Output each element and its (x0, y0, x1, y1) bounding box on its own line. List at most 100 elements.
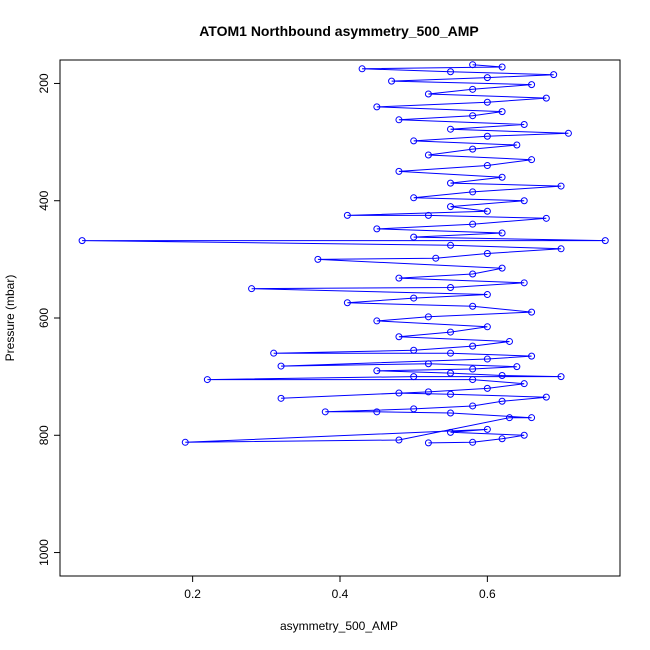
data-point (469, 61, 477, 69)
data-point (469, 365, 477, 373)
data-point (528, 414, 536, 422)
data-point (520, 431, 528, 439)
x-axis: 0.2 0.4 0.6 (184, 576, 496, 601)
y-axis: 200 400 600 800 1000 (37, 73, 60, 566)
data-point (447, 125, 455, 133)
data-point (373, 408, 381, 416)
data-point (373, 317, 381, 325)
data-point (395, 116, 403, 124)
data-point (520, 380, 528, 388)
data-point (410, 373, 418, 381)
data-point (528, 156, 536, 164)
data-point (314, 255, 322, 263)
data-point (483, 98, 491, 106)
data-point (373, 103, 381, 111)
data-point (520, 279, 528, 287)
data-point (447, 328, 455, 336)
data-point (395, 274, 403, 282)
data-point (447, 68, 455, 76)
data-point (321, 408, 329, 416)
data-point (483, 162, 491, 170)
x-tick-label: 0.6 (479, 587, 496, 601)
data-point (520, 197, 528, 205)
data-point (395, 436, 403, 444)
plot-frame (59, 59, 621, 577)
data-point (373, 367, 381, 375)
data-point (557, 245, 565, 253)
data-point (469, 145, 477, 153)
data-point (483, 132, 491, 140)
x-tick-label: 0.2 (184, 587, 201, 601)
data-point (601, 237, 609, 245)
data-point (388, 77, 396, 85)
data-point (447, 284, 455, 292)
data-point (343, 299, 351, 307)
data-point (410, 137, 418, 145)
data-point (424, 360, 432, 368)
data-point (424, 388, 432, 396)
data-point (447, 390, 455, 398)
data-point (424, 439, 432, 447)
series-line (82, 64, 606, 444)
data-point (78, 237, 86, 245)
data-point (469, 342, 477, 350)
data-point (469, 220, 477, 228)
data-point (343, 211, 351, 219)
data-point (447, 203, 455, 211)
data-point (395, 333, 403, 341)
data-point (557, 182, 565, 190)
x-axis-label: asymmetry_500_AMP (280, 619, 398, 633)
data-point (528, 81, 536, 89)
chart-title: ATOM1 Northbound asymmetry_500_AMP (199, 23, 479, 39)
data-point (469, 112, 477, 120)
data-point (513, 363, 521, 371)
data-point (542, 94, 550, 102)
data-point (483, 384, 491, 392)
data-point (447, 428, 455, 436)
data-point (483, 323, 491, 331)
y-axis-label: Pressure (mbar) (3, 275, 17, 362)
data-point (358, 65, 366, 73)
data-point (447, 241, 455, 249)
data-point (424, 313, 432, 321)
y-tick-label: 200 (37, 73, 51, 93)
data-point (277, 394, 285, 402)
data-point (410, 233, 418, 241)
y-tick-label: 400 (37, 190, 51, 210)
data-point (505, 414, 513, 422)
data-point (432, 254, 440, 262)
data-point (248, 285, 256, 293)
x-tick-label: 0.4 (332, 587, 349, 601)
data-point (424, 151, 432, 159)
data-point (483, 250, 491, 257)
data-point (395, 167, 403, 175)
data-point (270, 349, 278, 357)
data-point (557, 373, 565, 381)
data-point (469, 438, 477, 446)
data-point (528, 352, 536, 360)
data-point (469, 85, 477, 93)
data-point (550, 71, 558, 79)
data-point (542, 214, 550, 222)
y-tick-label: 600 (37, 308, 51, 328)
data-point (483, 425, 491, 433)
data-point (410, 346, 418, 354)
data-point (447, 409, 455, 417)
data-point (469, 302, 477, 310)
data-point (373, 225, 381, 233)
data-point (520, 121, 528, 128)
data-point (469, 376, 477, 384)
data-point (483, 291, 491, 299)
data-point (498, 397, 506, 405)
data-point (469, 188, 477, 196)
data-point (483, 355, 491, 363)
data-point (277, 362, 285, 370)
data-point (505, 337, 513, 345)
data-point (498, 173, 506, 181)
data-point (469, 270, 477, 278)
data-point (498, 108, 506, 116)
data-point (447, 349, 455, 357)
series-layer (78, 61, 609, 447)
